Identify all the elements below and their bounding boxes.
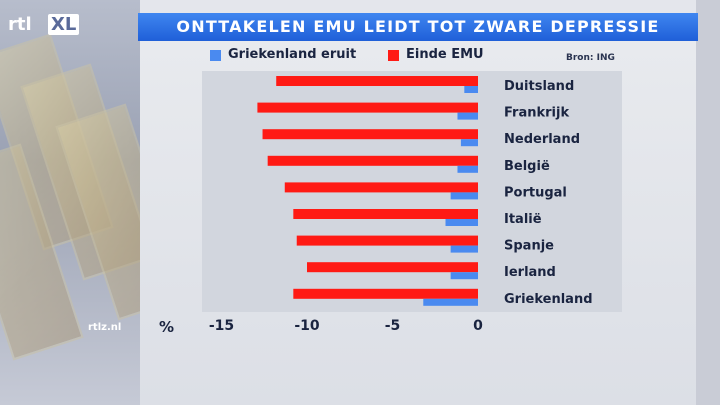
category-label-spanje: Spanje <box>504 239 554 254</box>
legend-swatch-blue <box>210 50 221 61</box>
category-label-ierland: Ierland <box>504 265 556 280</box>
category-label-italie: Italië <box>504 212 542 227</box>
bar-einde-emu-frankrijk <box>257 102 478 113</box>
chart-title: ONTTAKELEN EMU LEIDT TOT ZWARE DEPRESSIE <box>176 17 660 36</box>
logo-text-rtl: rtl <box>8 14 32 35</box>
background-right-strip <box>696 0 720 405</box>
category-label-duitsland: Duitsland <box>504 79 574 94</box>
bar-einde-emu-ierland <box>307 262 478 273</box>
category-label-portugal: Portugal <box>504 185 567 200</box>
logo-text-xl: XL <box>48 14 80 35</box>
bar-einde-emu-italie <box>293 209 478 219</box>
bar-griekenland-eruit-frankrijk <box>457 112 478 120</box>
category-label-griekenland: Griekenland <box>504 292 593 307</box>
bar-griekenland-eruit-ierland <box>450 272 478 280</box>
x-tick-label: 0 <box>473 318 483 334</box>
bar-griekenland-eruit-italie <box>445 219 478 226</box>
bar-einde-emu-nederland <box>262 129 478 140</box>
bar-griekenland-eruit-nederland <box>460 139 478 147</box>
x-tick-label: -10 <box>294 318 320 334</box>
legend-swatch-red <box>388 50 399 61</box>
bar-einde-emu-griekenland <box>293 288 478 299</box>
bar-griekenland-eruit-spanje <box>450 245 478 253</box>
category-label-belgie: België <box>504 159 550 174</box>
legend-label-griekenland-eruit: Griekenland eruit <box>228 47 357 62</box>
bar-griekenland-eruit-belgie <box>457 165 478 173</box>
background-banknotes <box>0 0 140 405</box>
bar-einde-emu-duitsland <box>276 76 478 86</box>
category-label-nederland: Nederland <box>504 132 580 147</box>
channel-logo: rtl XL <box>8 14 104 38</box>
source-note: Bron: ING <box>566 53 615 63</box>
bar-griekenland-eruit-duitsland <box>464 86 478 93</box>
legend: Griekenland eruit Einde EMU <box>202 45 622 65</box>
site-url: rtlz.nl <box>88 322 122 333</box>
bar-einde-emu-portugal <box>284 182 478 193</box>
bar-einde-emu-spanje <box>296 235 478 246</box>
bar-einde-emu-belgie <box>267 155 478 166</box>
x-axis-unit: % <box>159 318 175 336</box>
x-tick-label: -15 <box>208 318 235 334</box>
title-bar: ONTTAKELEN EMU LEIDT TOT ZWARE DEPRESSIE <box>138 13 698 41</box>
bar-chart: Duitsland Frankrijk Nederland België Portuga… <box>257 76 593 307</box>
bar-griekenland-eruit-griekenland <box>423 298 478 306</box>
legend-label-einde-emu: Einde EMU <box>406 47 484 62</box>
x-tick-label: -5 <box>384 318 401 334</box>
bar-griekenland-eruit-portugal <box>450 192 478 200</box>
category-label-frankrijk: Frankrijk <box>504 106 569 121</box>
